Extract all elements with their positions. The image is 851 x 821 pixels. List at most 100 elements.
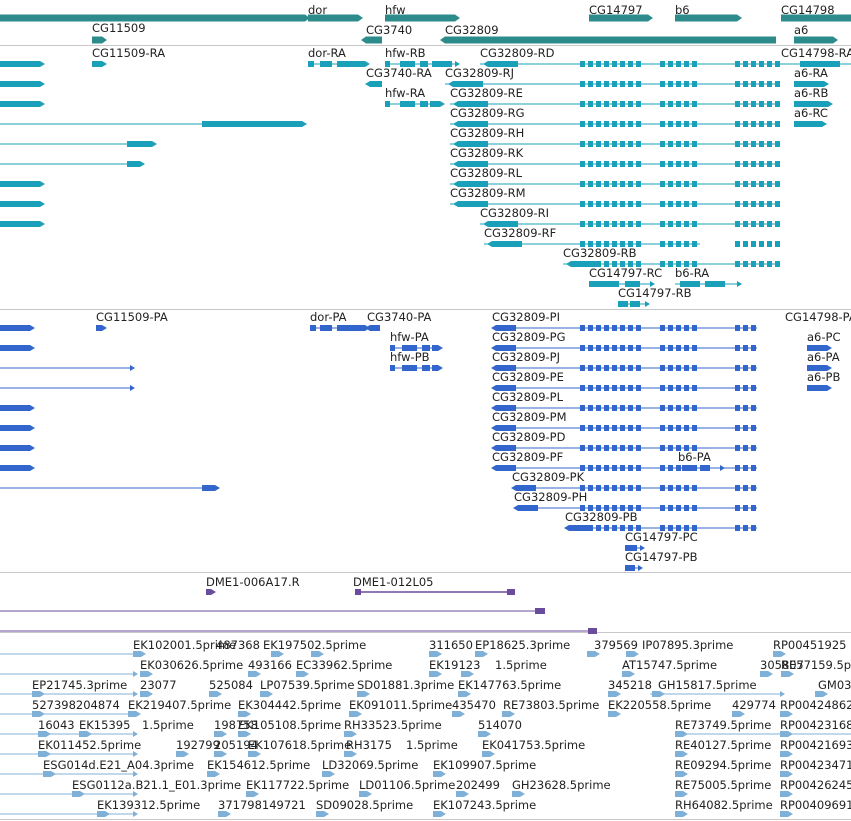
est-feature[interactable] [512,791,525,797]
transcript-hfw-RB[interactable] [385,61,460,67]
est-feature[interactable] [43,771,56,777]
transcript-fragment[interactable] [0,61,45,67]
est-line[interactable] [0,691,138,697]
est-feature[interactable] [502,711,515,717]
est-feature[interactable] [626,651,639,657]
est-feature[interactable] [458,691,471,697]
est-feature[interactable] [214,731,227,737]
clone-DME1-006A17R[interactable] [206,589,216,595]
protein-CG32809[interactable] [511,485,757,491]
est-feature[interactable] [478,731,491,737]
est-feature[interactable] [246,791,259,797]
protein-a6-PC[interactable] [807,345,832,351]
protein-CG14797-PB[interactable] [625,565,643,571]
est-line[interactable] [0,791,138,797]
gene-CG14798[interactable] [781,14,851,22]
protein-fragment[interactable] [0,325,35,331]
est-feature[interactable] [452,711,465,717]
est-feature[interactable] [359,791,372,797]
est-feature[interactable] [207,771,220,777]
protein-CG32809[interactable] [491,405,757,411]
gene-CG11509[interactable] [0,14,310,22]
transcript-CG32809[interactable] [480,221,780,227]
est-feature[interactable] [815,691,828,697]
est-feature[interactable] [260,691,273,697]
transcript-a6-RB[interactable] [794,101,833,107]
est-line[interactable] [0,811,138,817]
protein-fragment[interactable] [0,445,35,451]
est-feature[interactable] [433,771,446,777]
transcript-CG32809[interactable] [450,121,780,127]
est-feature[interactable] [429,671,442,677]
est-feature[interactable] [587,651,600,657]
transcript-CG32809[interactable] [450,161,780,167]
est-feature[interactable] [322,771,335,777]
est-feature[interactable] [780,791,793,797]
est-feature[interactable] [349,711,362,717]
clone-row[interactable] [0,608,545,614]
est-feature[interactable] [248,751,261,757]
est-feature[interactable] [79,731,92,737]
transcript-CG11509-RA[interactable] [92,61,107,67]
transcript-a6-RA[interactable] [794,81,829,87]
est-feature[interactable] [133,651,146,657]
est-feature[interactable] [433,811,446,817]
protein-CG32809[interactable] [491,365,757,371]
protein-fragment[interactable] [0,365,135,371]
est-feature[interactable] [622,671,635,677]
est-feature[interactable] [780,771,793,777]
est-feature[interactable] [238,731,251,737]
protein-dor-PA[interactable] [310,325,370,331]
transcript-fragment[interactable] [0,221,45,227]
transcript-fragment[interactable] [0,201,45,207]
est-feature[interactable] [97,811,110,817]
est-feature[interactable] [271,651,284,657]
protein-hfw-PA[interactable] [390,345,443,351]
est-feature[interactable] [780,751,793,757]
est-feature[interactable] [218,811,231,817]
clone-row[interactable] [0,628,597,634]
protein-fragment[interactable] [0,345,35,351]
gene-CG3740[interactable] [361,36,382,44]
est-feature[interactable] [128,711,141,717]
est-feature[interactable] [344,731,357,737]
est-feature[interactable] [773,651,786,657]
protein-CG32809[interactable] [564,525,757,531]
transcript-CG32809[interactable] [450,101,780,107]
protein-CG32809[interactable] [491,385,757,391]
est-feature[interactable] [38,731,51,737]
transcript-b6-RA[interactable] [675,281,742,287]
est-feature[interactable] [475,651,488,657]
protein-fragment[interactable] [0,465,35,471]
est-feature[interactable] [32,711,45,717]
gene-left-segment[interactable] [92,36,107,44]
est-feature[interactable] [781,671,794,677]
est-feature[interactable] [357,691,370,697]
transcript-CG32809[interactable] [450,141,780,147]
transcript-fragment[interactable] [0,141,157,147]
transcript-fragment[interactable] [0,101,45,107]
gene-a6[interactable] [794,36,838,44]
transcript-fragment[interactable] [0,181,45,187]
est-feature[interactable] [311,651,324,657]
est-line[interactable] [650,691,785,697]
protein-CG32809[interactable] [491,345,757,351]
est-line[interactable] [0,651,138,657]
est-feature[interactable] [760,671,773,677]
protein-CG32809[interactable] [491,325,757,331]
est-feature[interactable] [461,671,474,677]
est-feature[interactable] [248,671,261,677]
clone-DME1-012L05[interactable] [355,589,515,595]
transcript-fragment[interactable] [0,161,145,167]
transcript-fragment[interactable] [0,121,307,127]
gene-CG32809[interactable] [440,36,776,44]
est-feature[interactable] [675,811,688,817]
protein-CG32809[interactable] [513,505,757,511]
protein-a6-PB[interactable] [807,385,832,391]
transcript-CG3740-RA[interactable] [365,81,382,87]
est-feature[interactable] [176,751,189,757]
transcript-CG14797-RC[interactable] [589,281,655,287]
transcript-CG32809[interactable] [480,61,780,67]
